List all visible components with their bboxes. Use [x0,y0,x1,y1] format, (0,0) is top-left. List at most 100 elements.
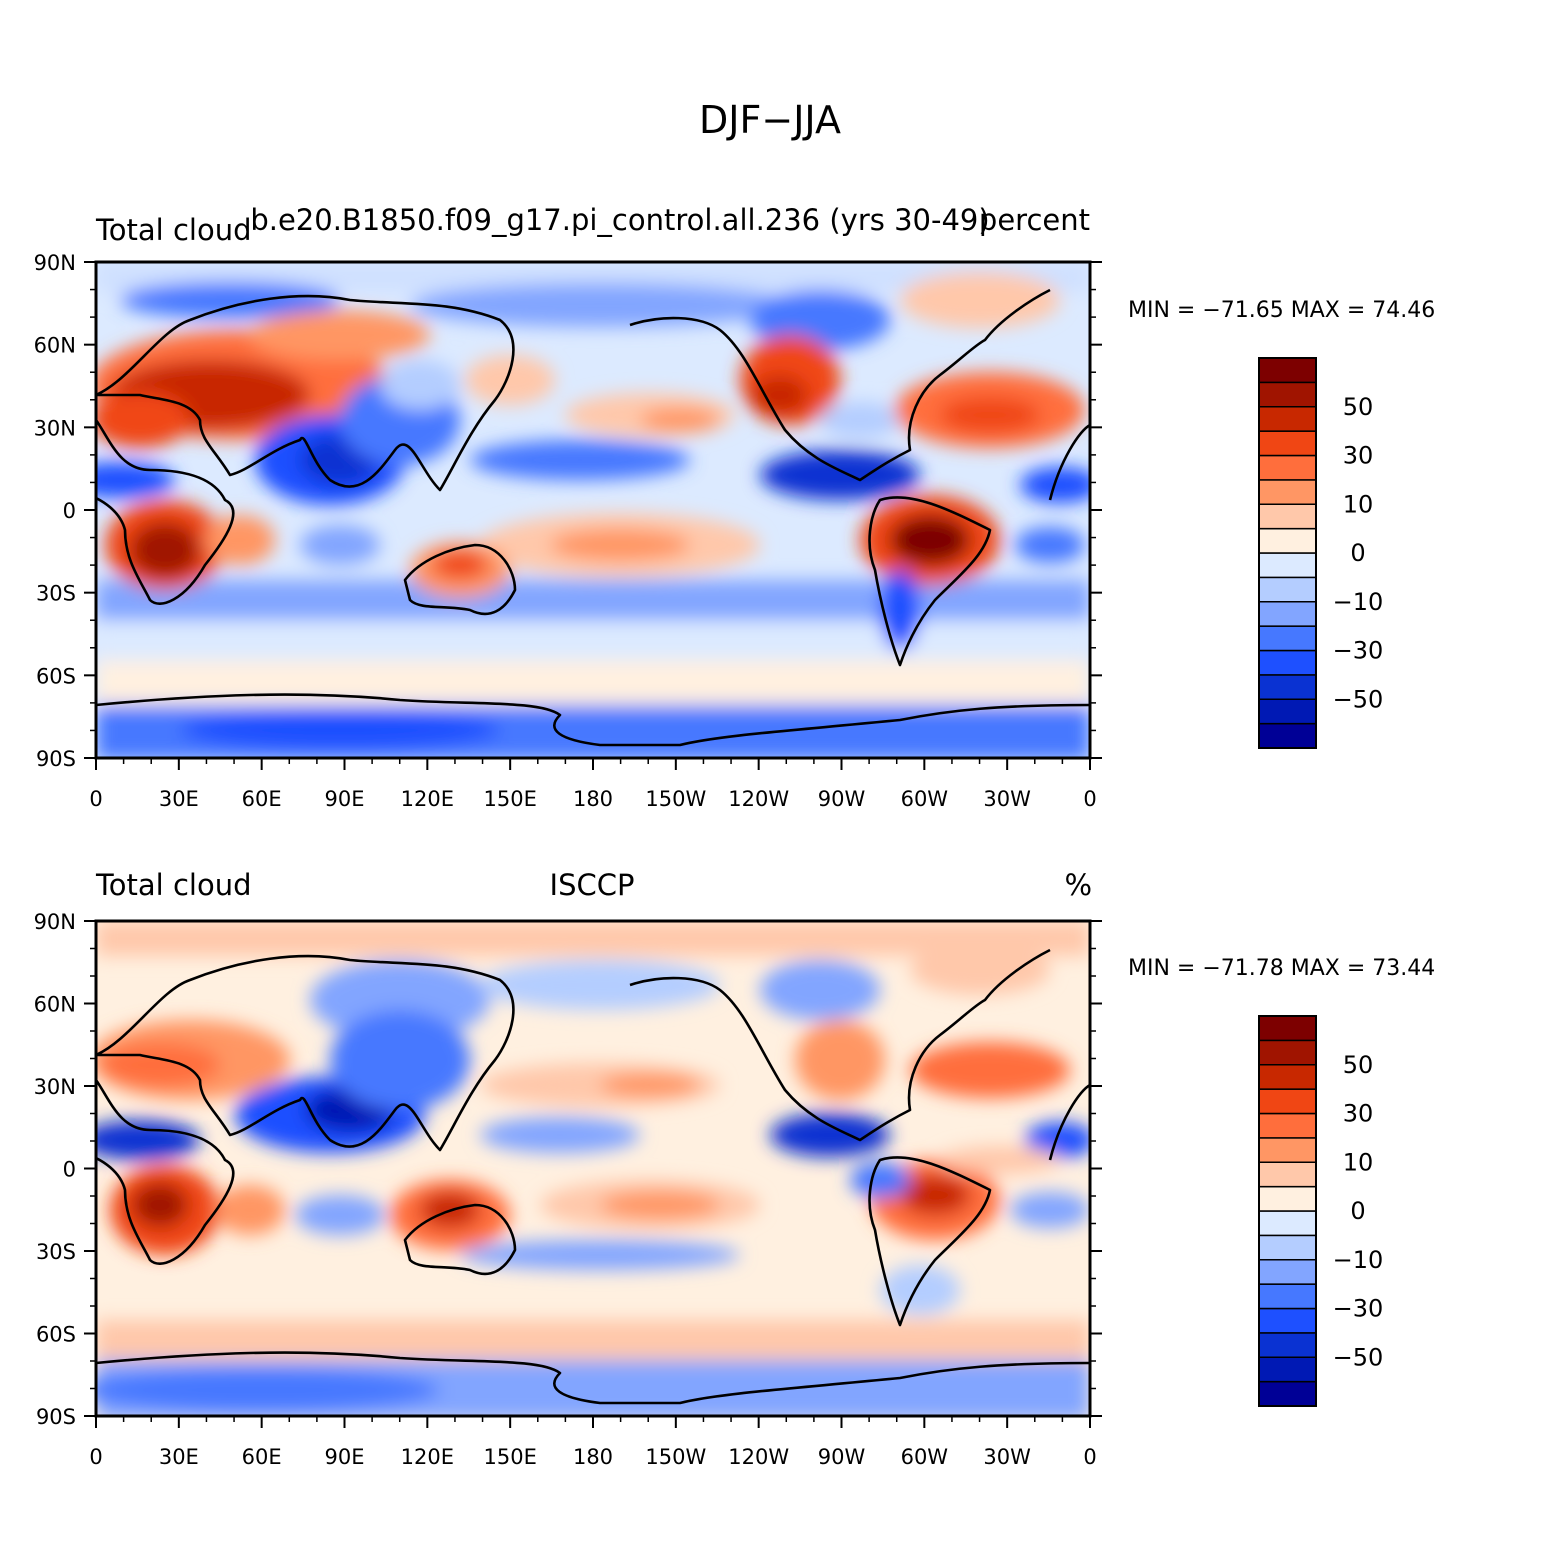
lat-tick-label: 90N [34,910,76,934]
colorbar-cell [1258,1234,1317,1261]
colorbar-label: 10 [1343,490,1374,518]
lat-tick-label: 60N [34,993,76,1017]
lat-tick-label: 60S [36,1323,76,1347]
colorbar-cell [1258,527,1317,554]
panel-center-title: b.e20.B1850.f09_g17.pi_control.all.236 (… [250,203,989,237]
colorbar-cell [1258,1210,1317,1237]
min-max-label: MIN = −71.65 MAX = 74.46 [1128,298,1435,323]
coastlines [96,948,1090,1405]
colorbar-label: 50 [1343,1051,1374,1079]
lon-tick-label: 90E [325,787,365,811]
lon-tick-label: 60E [242,787,282,811]
colorbar-cell [1258,698,1317,725]
colorbar-cell [1258,357,1317,384]
colorbar-label: 0 [1350,1197,1365,1225]
colorbar-frame [1258,1015,1317,1407]
panel-right-title: % [1064,868,1092,902]
panel-left-title: Total cloud [95,868,251,902]
lat-tick-label: 30N [34,1075,76,1099]
colorbar-cell [1258,1161,1317,1188]
colorbar-cell [1258,625,1317,652]
lon-tick-label: 60W [901,787,949,811]
lat-axis: 90N 60N 30N 0 30S 60S 90S [34,910,1102,1429]
lat-tick-label: 0 [63,1158,76,1182]
colorbar-cell [1258,1380,1317,1407]
colorbar-cell [1258,503,1317,530]
lon-tick-label: 180 [573,1445,613,1469]
lat-tick-label: 60S [36,664,76,688]
lat-tick-label: 60N [34,334,76,358]
lon-tick-label: 30E [159,1445,199,1469]
colorbar-label: 0 [1350,539,1365,567]
figure-title: DJF−JJA [699,98,841,142]
lon-axis: 0 30E 60E 90E 120E 150E 180 150W 120W 90W 60W 30W 0 [89,758,1097,811]
lon-tick-label: 120W [728,1445,789,1469]
colorbar-frame [1258,357,1317,749]
colorbar-label: 50 [1343,393,1374,421]
coastlines [96,288,1090,747]
panel-right-title: percent [979,203,1090,237]
colorbar-label: −50 [1333,685,1384,713]
lat-tick-label: 90S [36,747,76,771]
colorbar-cell [1258,1185,1317,1212]
colorbar-cell [1258,1332,1317,1358]
colorbar-cell [1258,1088,1317,1115]
lon-tick-label: 60W [901,1445,949,1469]
colorbar-label: 10 [1343,1148,1374,1176]
panel-left-title: Total cloud [95,213,251,247]
colorbar-label: −50 [1333,1343,1384,1371]
colorbar-label: −10 [1333,588,1384,616]
lat-tick-label: 90N [34,251,76,275]
panel-obs: Total cloud ISCCP % [34,868,1436,1469]
lon-tick-label: 0 [1083,1445,1096,1469]
lon-tick-label: 90W [818,787,866,811]
colorbar-cell [1258,1015,1317,1042]
lon-tick-label: 30E [159,787,199,811]
colorbar-cell [1258,1064,1317,1090]
colorbar-cell [1258,552,1317,579]
lon-tick-label: 0 [89,787,102,811]
lon-tick-label: 120E [401,1445,454,1469]
lat-tick-label: 0 [63,499,76,523]
colorbar-cell [1258,601,1317,627]
colorbar-cell [1258,1137,1317,1163]
colorbar-cell [1258,430,1317,457]
lon-axis: 0 30E 60E 90E 120E 150E 180 150W 120W 90W 60W 30W 0 [89,1416,1097,1469]
lon-tick-label: 60E [242,1445,282,1469]
colorbar-cell [1258,479,1317,505]
colorbar-cell [1258,722,1317,749]
colorbar-cell [1258,406,1317,432]
colorbar-label: 30 [1343,442,1374,470]
lon-tick-label: 150E [483,787,536,811]
lon-tick-label: 30W [983,787,1031,811]
colorbar-cell [1258,649,1317,676]
lon-tick-label: 90W [818,1445,866,1469]
colorbar: 50 30 10 0 −10 −30 −50 [1258,1015,1384,1407]
colorbar-label: −30 [1333,637,1384,665]
lon-tick-label: 0 [1083,787,1096,811]
lon-tick-label: 120E [401,787,454,811]
lat-tick-label: 30N [34,416,76,440]
lon-tick-label: 150W [645,1445,706,1469]
lon-tick-label: 0 [89,1445,102,1469]
map-field [96,262,1090,758]
colorbar-label: 30 [1343,1100,1374,1128]
colorbar-cell [1258,1307,1317,1334]
panel-center-title: ISCCP [550,868,635,902]
lat-tick-label: 90S [36,1405,76,1429]
lon-tick-label: 30W [983,1445,1031,1469]
colorbar-label: −10 [1333,1246,1384,1274]
lat-tick-label: 30S [36,582,76,606]
lat-axis: 90N 60N 30N 0 30S 60S 90S [34,251,1102,771]
colorbar-cell [1258,1356,1317,1383]
colorbar-cell [1258,1039,1317,1066]
lat-tick-label: 30S [36,1240,76,1264]
colorbar-cell [1258,454,1317,481]
map-field [96,921,1090,1416]
colorbar: 50 30 10 0 −10 −30 −50 [1258,357,1384,749]
colorbar-cell [1258,1112,1317,1139]
lon-tick-label: 150E [483,1445,536,1469]
lon-tick-label: 90E [325,1445,365,1469]
lon-tick-label: 150W [645,787,706,811]
